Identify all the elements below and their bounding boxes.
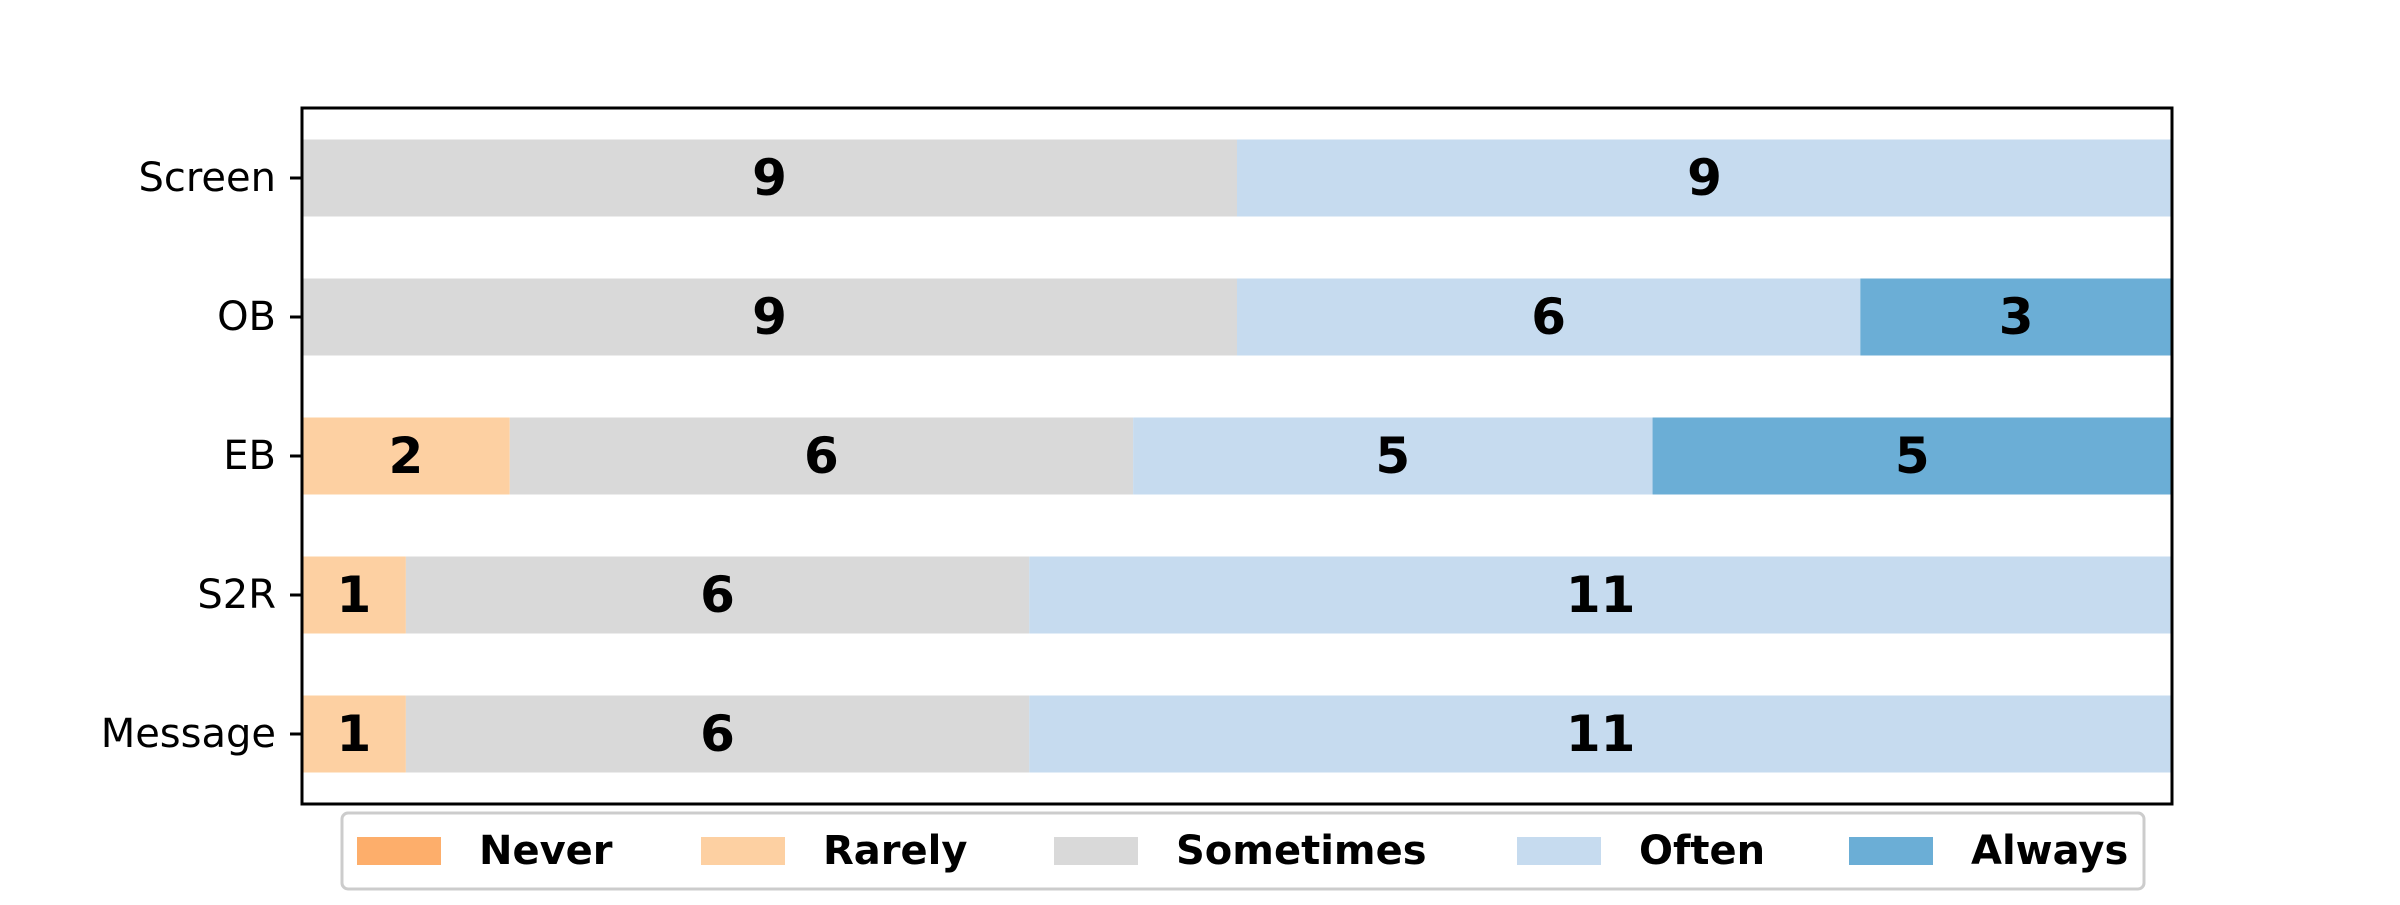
y-tick-label: Screen	[138, 155, 276, 201]
y-axis: Screen OB EB S2R Message	[101, 155, 302, 757]
bar-value-label: 6	[700, 566, 735, 624]
bar-segment	[302, 695, 406, 773]
bar-segment	[509, 417, 1134, 495]
bar-value-label: 5	[1895, 427, 1930, 485]
y-tick-label: Message	[101, 711, 276, 757]
legend-label: Sometimes	[1176, 828, 1427, 874]
bar-segment	[302, 417, 510, 495]
bar-segment	[405, 556, 1030, 634]
bar-value-label: 11	[1566, 705, 1636, 763]
legend: Never Rarely Sometimes Often Always	[340, 811, 2146, 891]
legend-swatch	[701, 837, 785, 865]
bar-segment	[1860, 278, 2172, 356]
bar-segment	[1133, 417, 1653, 495]
y-tick-label: S2R	[197, 572, 276, 618]
bar-segment	[405, 695, 1030, 773]
legend-swatch	[1849, 837, 1933, 865]
bar-value-label: 1	[337, 566, 372, 624]
bar-segment	[302, 139, 1237, 217]
bar-value-label: 9	[752, 149, 787, 207]
bar-segment	[1029, 695, 2172, 773]
bar-segment	[1237, 278, 1861, 356]
legend-label: Often	[1639, 828, 1765, 874]
legend-label: Never	[479, 828, 613, 874]
bar-segment	[302, 278, 1237, 356]
legend-swatch	[1517, 837, 1601, 865]
bars-layer: 9 99 6 32 6 5 51 6 111 6 11	[302, 139, 2172, 773]
bar-value-label: 9	[1687, 149, 1722, 207]
bar-value-label: 6	[700, 705, 735, 763]
bar-value-label: 6	[1531, 288, 1566, 346]
legend-label: Rarely	[823, 828, 967, 874]
bar-value-label: 3	[1999, 288, 2034, 346]
bar-value-label: 6	[804, 427, 839, 485]
bar-value-label: 9	[752, 288, 787, 346]
legend-swatch	[357, 837, 441, 865]
bar-value-label: 2	[388, 427, 423, 485]
bar-value-label: 1	[337, 705, 372, 763]
bar-segment	[302, 556, 406, 634]
legend-swatch	[1054, 837, 1138, 865]
y-tick-label: EB	[223, 433, 276, 479]
legend-frame	[340, 811, 2146, 891]
y-tick-label: OB	[217, 294, 276, 340]
bar-value-label: 11	[1566, 566, 1636, 624]
bar-segment	[1237, 139, 2172, 217]
bar-segment	[1029, 556, 2172, 634]
legend-label: Always	[1971, 828, 2128, 874]
bar-value-label: 5	[1375, 427, 1410, 485]
bar-segment	[1652, 417, 2172, 495]
